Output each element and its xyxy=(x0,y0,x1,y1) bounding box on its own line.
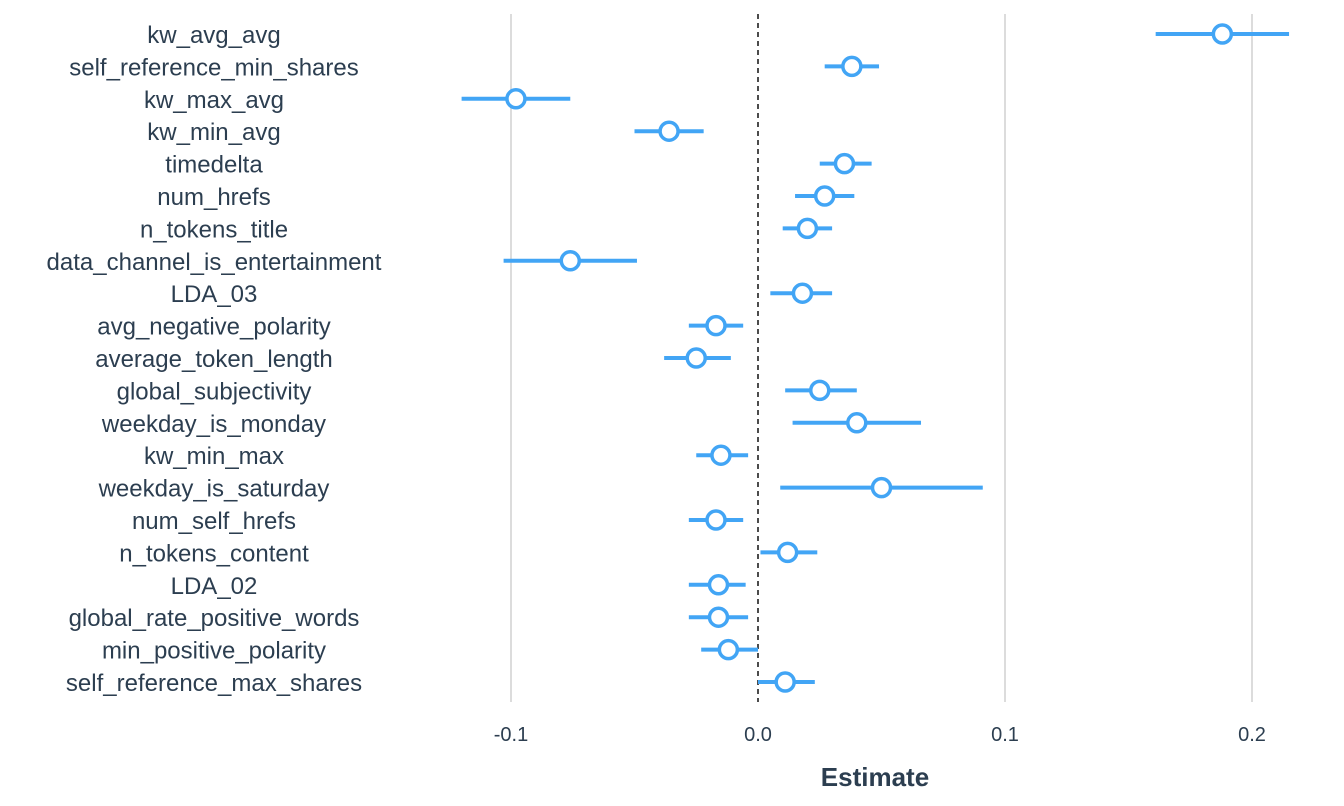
term-label-kw_min_avg: kw_min_avg xyxy=(147,119,280,146)
point-kw_min_max xyxy=(710,444,732,466)
term-labels: kw_avg_avg self_reference_min_shares kw_ma… xyxy=(47,22,382,697)
x-axis-title: Estimate xyxy=(821,762,929,792)
term-label-average_token_length: average_token_length xyxy=(95,346,333,373)
term-label-kw_min_max: kw_min_max xyxy=(144,443,284,470)
point-kw_max_avg xyxy=(505,88,527,110)
point-average_token_length xyxy=(685,347,707,369)
point-timedelta xyxy=(833,152,856,175)
point-LDA_03 xyxy=(791,282,814,304)
term-label-min_positive_polarity: min_positive_polarity xyxy=(102,638,326,665)
term-label-kw_avg_avg: kw_avg_avg xyxy=(147,22,280,49)
term-label-self_reference_max_shares: self_reference_max_shares xyxy=(66,670,362,697)
point-weekday_is_saturday xyxy=(870,476,893,499)
point-min_positive_polarity xyxy=(717,638,740,661)
term-label-kw_max_avg: kw_max_avg xyxy=(144,87,284,114)
term-label-n_tokens_content: n_tokens_content xyxy=(119,540,309,567)
term-label-num_hrefs: num_hrefs xyxy=(157,184,270,211)
point-global_subjectivity xyxy=(809,379,831,402)
term-label-timedelta: timedelta xyxy=(165,152,263,179)
x-tick-label-0: -0.1 xyxy=(494,724,528,746)
point-num_hrefs xyxy=(813,185,836,207)
term-label-weekday_is_monday: weekday_is_monday xyxy=(101,411,326,438)
point-num_self_hrefs xyxy=(705,509,727,531)
term-label-num_self_hrefs: num_self_hrefs xyxy=(132,508,296,535)
term-label-data_channel_is_entertainment: data_channel_is_entertainment xyxy=(47,249,382,276)
confidence-intervals xyxy=(461,32,1290,684)
term-label-LDA_02: LDA_02 xyxy=(171,573,258,600)
x-tick-label-1: 0.0 xyxy=(744,724,772,746)
vertical-gridlines xyxy=(510,14,1253,702)
term-label-weekday_is_saturday: weekday_is_saturday xyxy=(98,476,330,503)
point-n_tokens_title xyxy=(796,217,819,240)
term-label-n_tokens_title: n_tokens_title xyxy=(140,216,288,243)
x-axis-ticks: -0.1 0.0 0.1 0.2 xyxy=(494,724,1266,746)
point-global_rate_positive_words xyxy=(707,606,730,628)
point-data_channel_is_entertainment xyxy=(559,250,582,272)
x-tick-label-2: 0.1 xyxy=(991,724,1019,746)
x-tick-label-3: 0.2 xyxy=(1238,724,1266,746)
point-self_reference_min_shares xyxy=(841,55,863,78)
term-label-global_rate_positive_words: global_rate_positive_words xyxy=(69,605,360,632)
term-label-avg_negative_polarity: avg_negative_polarity xyxy=(97,314,331,341)
term-label-LDA_03: LDA_03 xyxy=(171,281,258,308)
term-label-global_subjectivity: global_subjectivity xyxy=(117,378,312,405)
term-label-self_reference_min_shares: self_reference_min_shares xyxy=(69,54,359,81)
point-kw_min_avg xyxy=(658,120,680,142)
point-weekday_is_monday xyxy=(846,412,868,434)
point-self_reference_max_shares xyxy=(774,671,796,693)
estimate-points xyxy=(505,23,1234,693)
point-avg_negative_polarity xyxy=(705,314,727,337)
point-n_tokens_content xyxy=(776,541,799,564)
point-kw_avg_avg xyxy=(1211,23,1234,45)
point-LDA_02 xyxy=(707,574,730,596)
